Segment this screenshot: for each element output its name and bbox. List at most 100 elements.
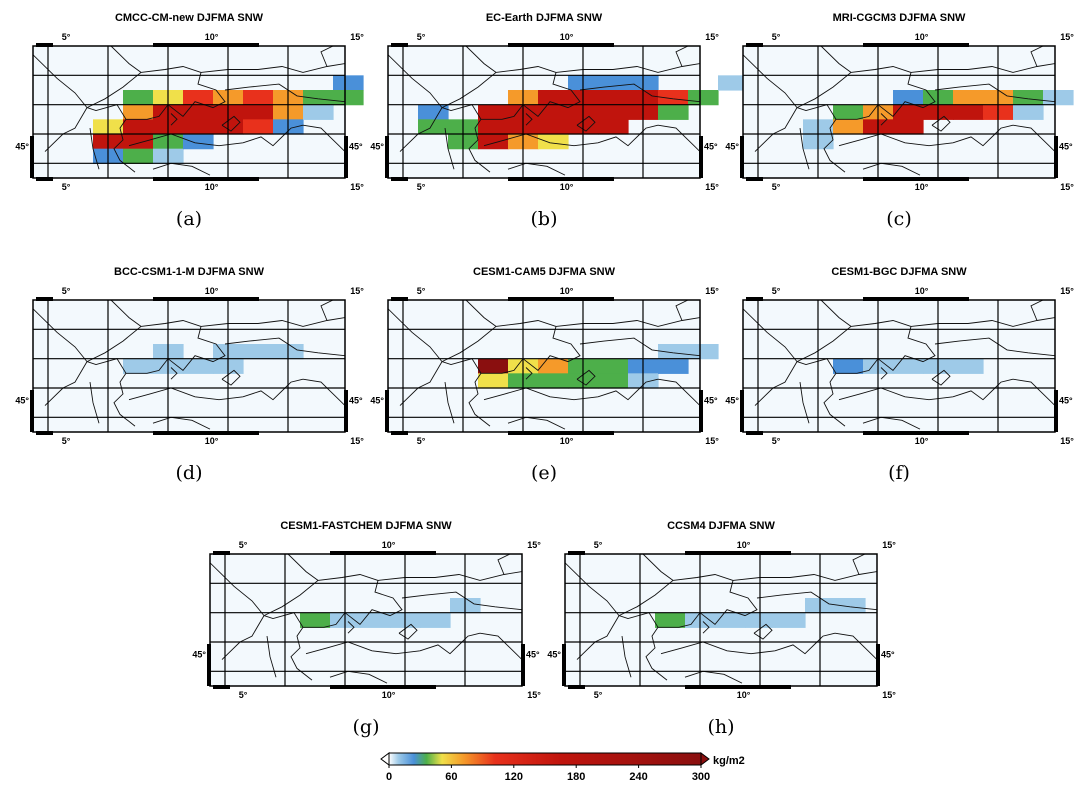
border-line: [320, 46, 334, 67]
snw-cell: [893, 119, 924, 135]
scale-bar-bottom: [746, 177, 763, 181]
snw-cell: [953, 358, 984, 374]
border-line: [170, 113, 178, 126]
map-panel: CESM1-FASTCHEM DJFMA SNW (g) 5° 5° 10° 10° 15°…: [192, 520, 541, 738]
country-borders: [33, 300, 345, 430]
border-line: [799, 128, 810, 170]
scale-bar-bottom: [685, 685, 791, 689]
lon-tick-label: 10°: [737, 540, 751, 550]
border-line: [838, 387, 996, 401]
scale-bar-bottom: [36, 177, 53, 181]
lon-tick-label: 15°: [705, 286, 719, 296]
lon-tick-label: 5°: [239, 540, 248, 550]
snw-cell: [300, 612, 331, 628]
lon-tick-label: 15°: [882, 690, 896, 700]
border-line: [838, 133, 996, 147]
snw-cell: [333, 90, 364, 106]
snw-cell: [598, 75, 629, 91]
lat-tick-label: 45°: [1059, 396, 1073, 406]
border-line: [660, 641, 818, 655]
lat-tick-label: 45°: [349, 142, 363, 152]
frame-scale-bars: [385, 297, 703, 435]
graticule: [565, 554, 877, 686]
snw-cell: [775, 612, 806, 628]
border-line: [816, 632, 836, 643]
border-line: [820, 300, 852, 327]
colorbar-tick-label: 180: [567, 771, 585, 783]
border-line: [284, 378, 304, 389]
lon-tick-label: 15°: [527, 540, 541, 550]
lat-tick-label: 45°: [526, 650, 540, 660]
scale-bar-bottom: [746, 431, 763, 435]
border-line: [799, 382, 810, 424]
border-line: [302, 124, 345, 152]
scale-bar-bottom: [508, 177, 614, 181]
snw-cell: [1013, 90, 1044, 106]
panel-title: EC-Earth DJFMA SNW: [486, 12, 603, 24]
snw-cell: [658, 90, 689, 106]
lat-tick-label: 45°: [881, 650, 895, 660]
panel-title: CESM1-FASTCHEM DJFMA SNW: [280, 520, 452, 532]
map-panel: CESM1-BGC DJFMA SNW (f) 5° 5° 10° 10° 15° 15° 45…: [725, 266, 1074, 484]
snw-cell: [243, 90, 274, 106]
lon-tick-label: 5°: [594, 690, 603, 700]
scale-bar-bottom: [568, 685, 585, 689]
graticule: [210, 554, 522, 686]
graticule: [743, 46, 1055, 178]
scale-bar-top: [391, 297, 408, 301]
border-line: [110, 300, 142, 327]
graticule: [388, 300, 700, 432]
scale-bar-left: [740, 136, 744, 178]
border-line: [994, 378, 1014, 389]
frame-scale-bars: [385, 43, 703, 181]
scale-bar-top: [685, 551, 791, 555]
border-line: [639, 124, 659, 135]
scale-bar-bottom: [863, 177, 969, 181]
border-line: [497, 554, 511, 575]
scale-bar-right: [1054, 390, 1058, 432]
lon-tick-label: 10°: [737, 690, 751, 700]
snw-cell: [478, 134, 509, 150]
lon-tick-label: 15°: [1060, 32, 1074, 42]
lon-tick-label: 5°: [772, 182, 781, 192]
lon-tick-label: 10°: [382, 690, 396, 700]
lon-tick-label: 15°: [527, 690, 541, 700]
snw-cell: [418, 119, 449, 135]
border-line: [399, 107, 443, 152]
scale-bar-top: [153, 297, 259, 301]
border-line: [461, 632, 481, 643]
lon-tick-label: 15°: [1060, 286, 1074, 296]
colorbar-gradient: [388, 752, 702, 766]
lon-tick-label: 15°: [350, 182, 364, 192]
lon-tick-label: 5°: [772, 32, 781, 42]
lon-tick-label: 10°: [915, 436, 929, 446]
snw-cell: [893, 104, 924, 120]
scale-bar-top: [330, 551, 436, 555]
scale-bar-bottom: [863, 431, 969, 435]
panel-label: (d): [176, 462, 203, 484]
border-line: [444, 128, 455, 170]
snw-cell: [538, 104, 569, 120]
snw-cell: [688, 90, 719, 106]
border-line: [565, 562, 620, 616]
border-line: [89, 128, 100, 170]
border-line: [287, 554, 319, 581]
lon-tick-label: 15°: [1060, 436, 1074, 446]
lon-tick-label: 5°: [417, 286, 426, 296]
snw-cell: [303, 90, 334, 106]
border-line: [170, 367, 178, 380]
colorbar-tick-label: 300: [692, 771, 710, 783]
border-line: [320, 300, 334, 321]
scale-bar-right: [699, 136, 703, 178]
snw-cell: [183, 134, 214, 150]
panel-title: CESM1-CAM5 DJFMA SNW: [473, 266, 616, 278]
border-line: [507, 416, 566, 430]
border-line: [880, 113, 888, 126]
scale-bar-top: [746, 43, 763, 47]
snw-cell: [893, 358, 924, 374]
border-line: [465, 46, 497, 73]
border-line: [347, 621, 355, 634]
lon-tick-label: 10°: [915, 286, 929, 296]
